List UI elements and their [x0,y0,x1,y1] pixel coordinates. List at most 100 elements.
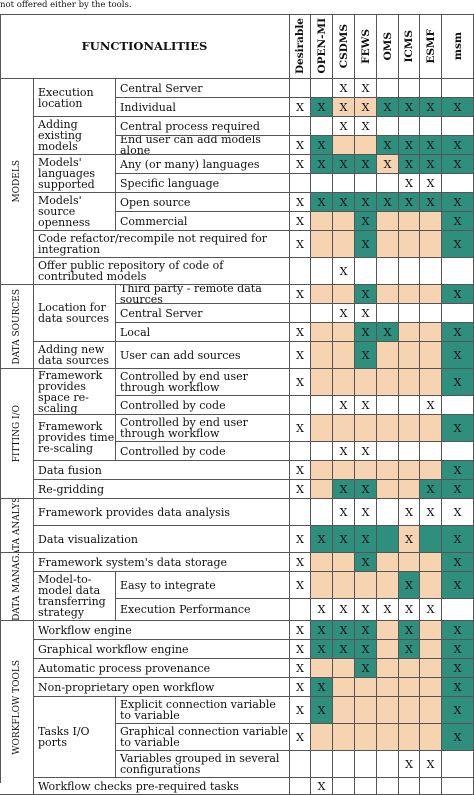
cell-text: X [405,603,413,616]
cell-text: X [317,623,326,637]
cell-text: X [296,642,304,656]
mark-cell-desirable: X [290,724,311,751]
mark-cell-msm: X [442,212,474,231]
cell-text: X [453,195,462,209]
cell-text: Location for data sources [38,301,110,325]
cell-text: X [296,421,304,435]
cell-text: X [426,398,435,412]
functionality-item: Graphical connection variable to variabl… [116,724,290,751]
cell-text: X [453,532,462,546]
cell-text: X [296,463,304,477]
cell-text: Adding new data sources [38,343,110,367]
mark-cell-fews [355,415,377,442]
mark-cell-fews: X [355,79,377,98]
cell-text: ICMS [403,29,415,63]
mark-cell-csdms [333,572,355,599]
cell-text: X [361,157,370,171]
functionality-group: Adding existing models [34,117,116,155]
mark-cell-fews [355,174,377,193]
cell-text: Central Server [120,306,203,320]
cell-text: X [453,661,462,675]
mark-cell-csdms: X [333,304,355,323]
functionality-item: Execution Performance [116,599,290,621]
mark-cell-icms [399,415,420,442]
cell-text: Third party - remote data sources [120,285,262,304]
mark-cell-esmf [420,659,442,678]
functionality-item: Individual [116,98,290,117]
cell-text: X [296,195,304,209]
mark-cell-open-mi [311,258,333,285]
cell-text: X [317,100,326,114]
mark-cell-msm: X [442,621,474,640]
mark-cell-desirable: X [290,480,311,499]
mark-cell-csdms [333,659,355,678]
mark-cell-open-mi: X [311,98,333,117]
mark-cell-oms [377,461,399,480]
cell-text: Tasks I/O ports [38,725,90,749]
cell-text: Code refactor/recompile not required for… [38,232,268,256]
cell-text: Adding existing models [38,118,82,153]
mark-cell-desirable [290,174,311,193]
mark-cell-desirable [290,396,311,415]
cell-text: X [453,375,462,389]
cell-text: Workflow engine [38,623,132,637]
functionality-label: Graphical workflow engine [34,640,290,659]
cell-text: X [453,287,462,301]
mark-cell-desirable: X [290,193,311,212]
mark-cell-oms [377,369,399,396]
mark-cell-msm: X [442,724,474,751]
mark-cell-icms: X [399,751,420,778]
cell-text: X [405,623,413,637]
cell-text: X [453,555,462,569]
mark-cell-csdms: X [333,526,355,553]
mark-cell-msm: X [442,415,474,442]
mark-cell-fews [355,369,377,396]
cell-text: X [296,680,304,694]
functionality-group: Model-to-model data transferring strateg… [34,572,116,621]
cell-text: X [453,325,462,339]
functionality-table: FUNCTIONALITIES Desirable OPEN-MI CSDMS FEWS… [0,14,474,795]
mark-cell-msm: X [442,697,474,724]
cell-text: X [405,157,413,171]
mark-cell-fews: X [355,212,377,231]
cell-text: X [405,176,413,190]
mark-cell-oms [377,231,399,258]
functionality-label: Automatic process provenance [34,659,290,678]
mark-cell-desirable: X [290,323,311,342]
cell-text: X [339,264,348,278]
cell-text: X [339,642,348,656]
cell-text: X [453,214,462,228]
mark-cell-icms: X [399,599,420,621]
mark-cell-fews [355,258,377,285]
cell-text: X [317,157,326,171]
functionality-item: Controlled by code [116,396,290,415]
cell-text: X [361,195,370,209]
functionality-group: Models' languages supported [34,155,116,193]
mark-cell-icms: X [399,155,420,174]
cell-text: User can add sources [120,348,241,362]
mark-cell-open-mi [311,323,333,342]
mark-cell-oms [377,442,399,461]
cell-text: X [296,555,304,569]
mark-cell-oms [377,553,399,572]
mark-cell-icms [399,212,420,231]
mark-cell-fews: X [355,659,377,678]
mark-cell-msm: X [442,678,474,697]
mark-cell-icms [399,678,420,697]
mark-cell-esmf [420,724,442,751]
mark-cell-oms [377,258,399,285]
cell-text: X [361,325,370,339]
mark-cell-open-mi [311,572,333,599]
mark-cell-open-mi: X [311,599,333,621]
cell-text: X [339,505,348,519]
functionality-label: Offer public repository of code of contr… [34,258,290,285]
mark-cell-open-mi [311,659,333,678]
mark-cell-desirable: X [290,212,311,231]
cell-text: Model-to-model data transferring strateg… [38,573,106,619]
mark-cell-msm: X [442,480,474,499]
mark-cell-esmf [420,258,442,285]
mark-cell-icms: X [399,572,420,599]
category-label: DATA SOURCES [0,285,34,369]
mark-cell-esmf [420,212,442,231]
cell-text: X [361,306,370,320]
